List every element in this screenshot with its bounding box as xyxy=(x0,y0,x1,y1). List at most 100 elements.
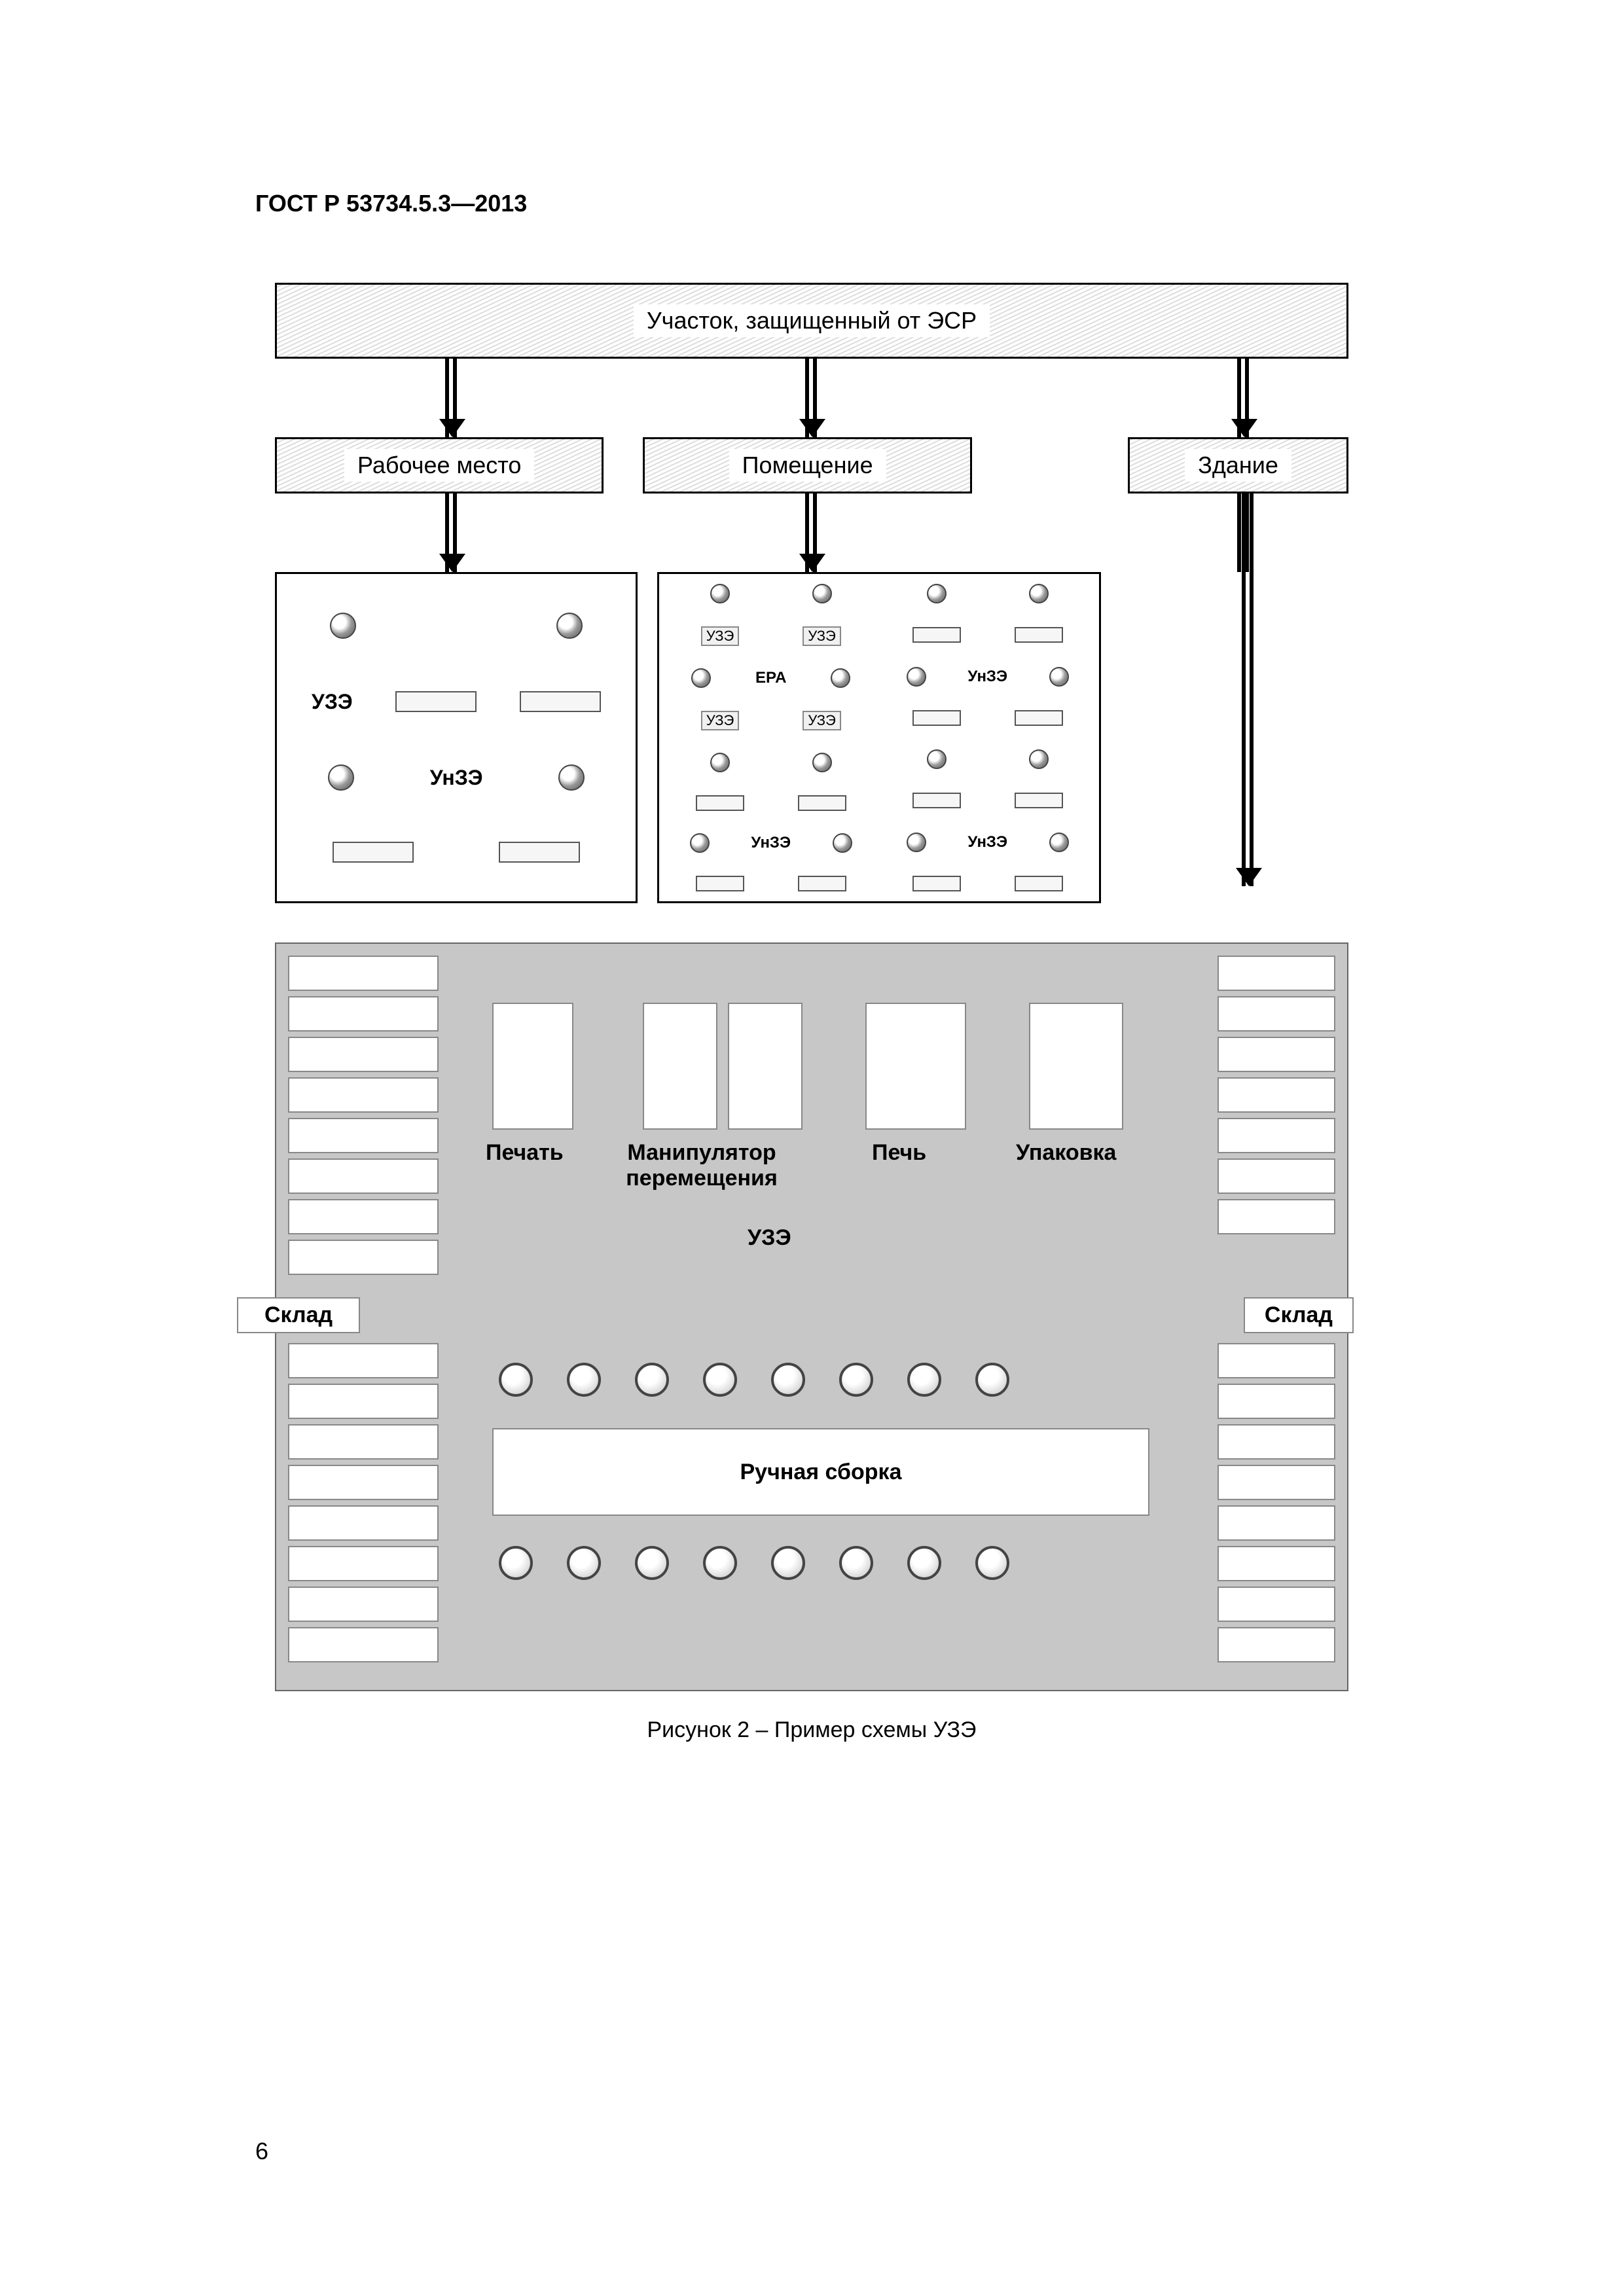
operator-icon xyxy=(927,584,947,603)
label-sklad-right: Склад xyxy=(1244,1297,1354,1333)
operator-icon xyxy=(812,584,832,603)
desk-slot xyxy=(520,691,601,712)
shelf-cell xyxy=(288,996,439,1031)
shelf-cell xyxy=(1218,1627,1335,1662)
operator-icon xyxy=(927,749,947,769)
box-esr-protected: Участок, защищенный от ЭСР xyxy=(275,283,1348,359)
operator-icon xyxy=(771,1546,805,1580)
shelf-cell xyxy=(288,1465,439,1500)
shelf-cell xyxy=(288,1118,439,1153)
shelf-cell xyxy=(288,1037,439,1072)
label-manip: Манипулятор перемещения xyxy=(604,1140,800,1191)
shelf-cell xyxy=(1218,956,1335,991)
shelf-cell xyxy=(1218,1158,1335,1194)
shelf-cell xyxy=(1218,996,1335,1031)
label-pack: Упаковка xyxy=(1016,1140,1116,1166)
shelf-cell xyxy=(1218,1465,1335,1500)
operator-icon xyxy=(975,1363,1009,1397)
shelf-cell xyxy=(1218,1343,1335,1378)
building-floorplan: Склад xyxy=(275,942,1348,1691)
shelf-cell xyxy=(288,1240,439,1275)
desk-slot xyxy=(798,876,846,891)
shelf-cell xyxy=(288,1343,439,1378)
shelf-cell xyxy=(1218,1199,1335,1234)
box-room: Помещение xyxy=(643,437,971,493)
detail-workplace: УЗЭ УнЗЭ xyxy=(275,572,638,903)
operator-icon xyxy=(558,764,585,791)
operator-icon xyxy=(710,753,730,772)
operator-icon xyxy=(328,764,354,791)
label-uze: УЗЭ xyxy=(803,626,841,646)
desk-slot xyxy=(696,795,744,811)
desk-slot xyxy=(912,627,961,643)
assembly-bench: Ручная сборка xyxy=(492,1428,1149,1516)
figure-caption: Рисунок 2 – Пример схемы УЗЭ xyxy=(275,1717,1348,1743)
shelf-cell xyxy=(1218,1384,1335,1419)
label-manip-2: перемещения xyxy=(626,1166,778,1191)
shelf-cell xyxy=(288,1424,439,1460)
shelf-cell xyxy=(288,1199,439,1234)
operator-icon xyxy=(690,833,710,853)
desk-slot xyxy=(1015,710,1063,726)
shelf-cell xyxy=(1218,1587,1335,1622)
shelf-cell xyxy=(1218,1037,1335,1072)
label-uze: УЗЭ xyxy=(701,626,740,646)
desk-slot xyxy=(333,842,414,863)
machine-manip xyxy=(728,1003,803,1130)
operator-icon xyxy=(635,1546,669,1580)
machine-oven xyxy=(865,1003,966,1130)
shelf-cell xyxy=(288,1158,439,1194)
label-unze: УнЗЭ xyxy=(967,833,1007,852)
operator-icon xyxy=(1029,749,1049,769)
shelf-cell xyxy=(288,1384,439,1419)
machine-manip xyxy=(643,1003,717,1130)
desk-slot xyxy=(1015,876,1063,891)
desk-slot xyxy=(1015,793,1063,808)
shelf-cell xyxy=(288,1627,439,1662)
label-manip-1: Манипулятор xyxy=(627,1140,776,1165)
shelf-cell xyxy=(1218,1546,1335,1581)
desk-slot xyxy=(1015,627,1063,643)
operator-icon xyxy=(831,668,850,688)
shelf-cell xyxy=(1218,1077,1335,1113)
desk-slot xyxy=(696,876,744,891)
label-sklad-left: Склад xyxy=(237,1297,360,1333)
label-room: Помещение xyxy=(729,449,886,482)
box-workplace: Рабочее место xyxy=(275,437,604,493)
label-uze: УЗЭ xyxy=(701,711,740,730)
operator-icon xyxy=(703,1363,737,1397)
operator-icon xyxy=(499,1546,533,1580)
operator-icon xyxy=(556,613,583,639)
label-unze: УнЗЭ xyxy=(967,668,1007,686)
shelf-cell xyxy=(288,1077,439,1113)
operator-icon xyxy=(907,833,926,852)
shelf-cell xyxy=(1218,1424,1335,1460)
box-esr-label: Участок, защищенный от ЭСР xyxy=(634,304,990,337)
figure-2: Участок, защищенный от ЭСР Рабочее место… xyxy=(275,283,1348,1743)
operator-icon xyxy=(567,1363,601,1397)
label-oven: Печь xyxy=(872,1140,926,1166)
operator-icon xyxy=(1049,833,1069,852)
operator-icon xyxy=(771,1363,805,1397)
desk-slot xyxy=(912,710,961,726)
operator-icon xyxy=(703,1546,737,1580)
label-assembly: Ручная сборка xyxy=(740,1460,902,1485)
shelf-cell xyxy=(1218,1505,1335,1541)
desk-slot xyxy=(798,795,846,811)
label-unze: УнЗЭ xyxy=(751,834,791,852)
machine-pack xyxy=(1029,1003,1123,1130)
operator-icon xyxy=(1049,667,1069,687)
shelf-cell xyxy=(288,1587,439,1622)
operator-icon xyxy=(839,1363,873,1397)
operator-icon xyxy=(691,668,711,688)
operator-icon xyxy=(499,1363,533,1397)
operator-icon xyxy=(907,1363,941,1397)
label-uze-floor: УЗЭ xyxy=(748,1225,791,1251)
box-building: Здание xyxy=(1128,437,1348,493)
operator-icon xyxy=(839,1546,873,1580)
label-epa: EPA xyxy=(755,669,787,687)
shelf-cell xyxy=(288,1505,439,1541)
label-print: Печать xyxy=(486,1140,564,1166)
operator-icon xyxy=(330,613,356,639)
shelf-cell xyxy=(288,956,439,991)
